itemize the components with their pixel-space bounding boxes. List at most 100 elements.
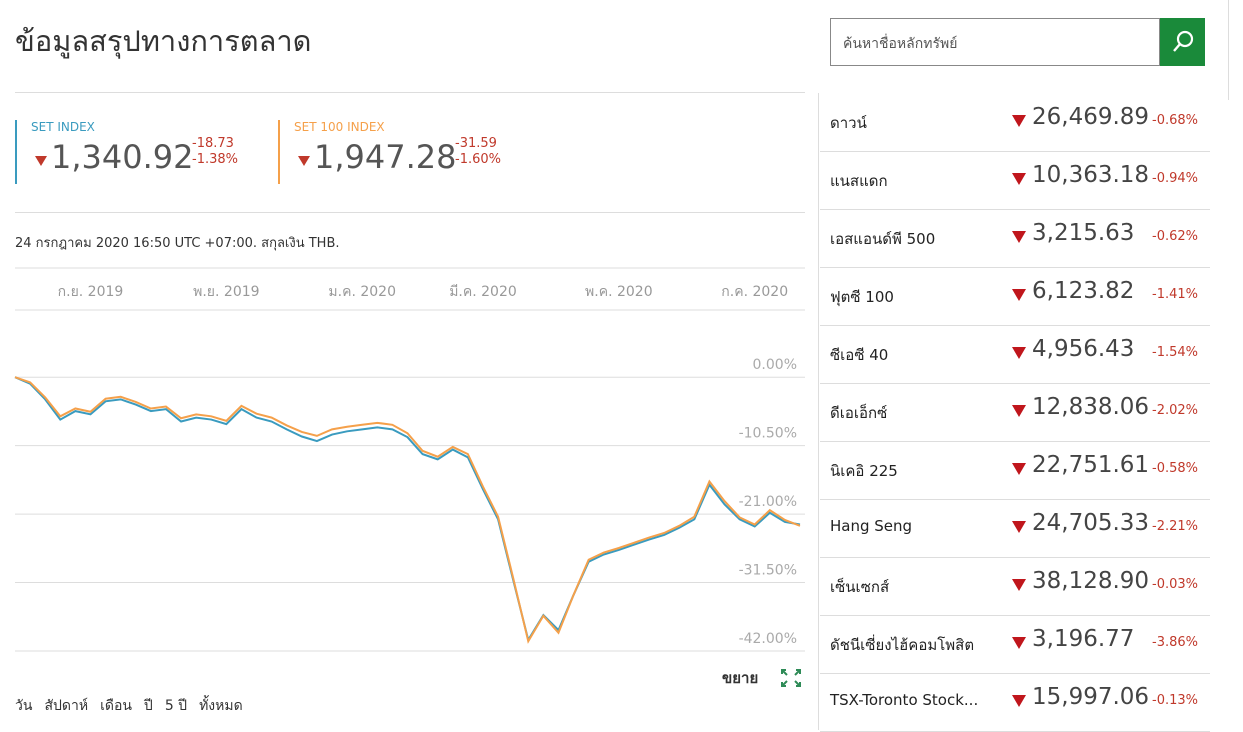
market-row[interactable]: ฟุตซี 100 6,123.82 -1.41% xyxy=(820,267,1210,326)
down-icon xyxy=(1012,521,1026,533)
down-triangle xyxy=(1012,115,1026,127)
range-option[interactable]: ปี xyxy=(143,698,153,714)
market-pct: -1.54% xyxy=(1152,345,1198,360)
market-name: ดัชนีเซี่ยงไฮ้คอมโพสิต xyxy=(830,636,975,654)
market-pct: -0.94% xyxy=(1152,171,1198,186)
x-tick-label: มี.ค. 2020 xyxy=(449,284,517,300)
index-change: -31.59 xyxy=(455,136,497,151)
market-name: นิเคอิ 225 xyxy=(830,462,898,480)
market-name: ซีเอซี 40 xyxy=(830,346,889,364)
x-tick-label: ก.ย. 2019 xyxy=(58,284,124,300)
y-tick-label: -31.50% xyxy=(739,563,797,579)
market-value: 4,956.43 xyxy=(1032,336,1135,362)
divider xyxy=(15,212,805,213)
expand-icon[interactable] xyxy=(780,668,802,688)
market-row[interactable]: แนสแดก 10,363.18 -0.94% xyxy=(820,151,1210,210)
expand-button[interactable]: ขยาย xyxy=(722,669,759,687)
down-icon xyxy=(35,156,47,166)
market-value: 15,997.06 xyxy=(1032,684,1150,710)
range-option[interactable]: วัน xyxy=(15,698,33,714)
down-icon xyxy=(1012,289,1026,301)
down-triangle xyxy=(1012,695,1026,707)
market-value: 6,123.82 xyxy=(1032,278,1135,304)
market-row[interactable]: ดาวน์ 26,469.89 -0.68% xyxy=(820,93,1210,152)
x-tick-label: พ.ค. 2020 xyxy=(585,284,653,300)
market-name: เอสแอนด์พี 500 xyxy=(830,230,936,248)
market-value: 26,469.89 xyxy=(1032,104,1150,130)
down-icon xyxy=(1012,115,1026,127)
index-change: -18.73 xyxy=(192,136,234,151)
x-tick-label: ก.ค. 2020 xyxy=(721,284,788,300)
down-triangle xyxy=(1012,579,1026,591)
down-triangle xyxy=(1012,521,1026,533)
market-name: TSX-Toronto Stock... xyxy=(830,691,979,709)
market-row[interactable]: เซ็นเซกส์ 38,128.90 -0.03% xyxy=(820,557,1210,616)
down-triangle xyxy=(1012,289,1026,301)
market-pct: -2.02% xyxy=(1152,403,1198,418)
down-icon xyxy=(298,156,310,166)
x-tick-label: พ.ย. 2019 xyxy=(193,284,259,300)
market-name: ดีเอเอ็กซ์ xyxy=(830,404,888,422)
market-pct: -3.86% xyxy=(1152,635,1198,650)
down-icon xyxy=(1012,231,1026,243)
market-row[interactable]: Hang Seng 24,705.33 -2.21% xyxy=(820,499,1210,558)
market-row[interactable]: ดีเอเอ็กซ์ 12,838.06 -2.02% xyxy=(820,383,1210,442)
market-row[interactable]: TSX-Toronto Stock... 15,997.06 -0.13% xyxy=(820,673,1210,732)
down-triangle xyxy=(1012,637,1026,649)
index-pct: -1.38% xyxy=(192,152,238,167)
index-card[interactable]: SET 100 INDEX 1,947.28 -31.59 -1.60% xyxy=(278,120,554,184)
down-icon xyxy=(1012,695,1026,707)
market-row[interactable]: นิเคอิ 225 22,751.61 -0.58% xyxy=(820,441,1210,500)
x-tick-label: ม.ค. 2020 xyxy=(328,284,396,300)
range-selector: วัน สัปดาห์ เดือน ปี 5 ปี ทั้งหมด xyxy=(15,695,255,717)
down-icon xyxy=(1012,405,1026,417)
y-tick-label: -42.00% xyxy=(739,631,797,647)
down-triangle xyxy=(1012,173,1026,185)
market-value: 3,215.63 xyxy=(1032,220,1135,246)
y-tick-label: 0.00% xyxy=(753,357,797,373)
market-value: 12,838.06 xyxy=(1032,394,1150,420)
range-option[interactable]: เดือน xyxy=(100,698,132,714)
data-line xyxy=(14,376,801,644)
divider xyxy=(15,92,805,93)
down-triangle xyxy=(1012,405,1026,417)
market-row[interactable]: เอสแอนด์พี 500 3,215.63 -0.62% xyxy=(820,209,1210,268)
market-value: 3,196.77 xyxy=(1032,626,1135,652)
range-option[interactable]: ทั้งหมด xyxy=(199,698,243,714)
market-pct: -0.13% xyxy=(1152,693,1198,708)
market-value: 24,705.33 xyxy=(1032,510,1150,536)
down-icon xyxy=(1012,347,1026,359)
range-option[interactable]: สัปดาห์ xyxy=(44,698,89,714)
search-box[interactable]: ค้นหาชื่อหลักทรัพย์ xyxy=(830,18,1160,66)
market-row[interactable]: ซีเอซี 40 4,956.43 -1.54% xyxy=(820,325,1210,384)
market-name: ฟุตซี 100 xyxy=(830,288,894,306)
chart: ก.ย. 2019 พ.ย. 2019 ม.ค. 2020 มี.ค. 2020 พ.ค… xyxy=(14,267,805,652)
index-pct: -1.60% xyxy=(455,152,501,167)
market-value: 38,128.90 xyxy=(1032,568,1150,594)
market-name: Hang Seng xyxy=(830,517,913,535)
down-icon xyxy=(1012,173,1026,185)
market-name: ดาวน์ xyxy=(830,114,867,132)
timestamp: 24 กรกฎาคม 2020 16:50 UTC +07:00. สกุลเง… xyxy=(15,236,340,251)
down-icon xyxy=(1012,637,1026,649)
market-name: เซ็นเซกส์ xyxy=(830,578,890,596)
market-pct: -0.58% xyxy=(1152,461,1198,476)
market-value: 10,363.18 xyxy=(1032,162,1150,188)
down-triangle xyxy=(1012,347,1026,359)
market-row[interactable]: ดัชนีเซี่ยงไฮ้คอมโพสิต 3,196.77 -3.86% xyxy=(820,615,1210,674)
search-button[interactable] xyxy=(1160,18,1205,66)
y-tick-label: -21.00% xyxy=(739,494,797,510)
y-tick-label: -10.50% xyxy=(739,426,797,442)
down-icon xyxy=(1012,579,1026,591)
index-value: 1,340.92 xyxy=(51,138,194,176)
index-name: SET INDEX xyxy=(31,120,95,134)
range-option[interactable]: 5 ปี xyxy=(164,698,188,714)
market-pct: -2.21% xyxy=(1152,519,1198,534)
market-pct: -0.03% xyxy=(1152,577,1198,592)
index-card[interactable]: SET INDEX 1,340.92 -18.73 -1.38% xyxy=(15,120,271,184)
index-name: SET 100 INDEX xyxy=(294,120,385,134)
divider xyxy=(818,93,819,730)
down-triangle xyxy=(1012,231,1026,243)
page-title: ข้อมูลสรุปทางการตลาด xyxy=(15,24,312,58)
